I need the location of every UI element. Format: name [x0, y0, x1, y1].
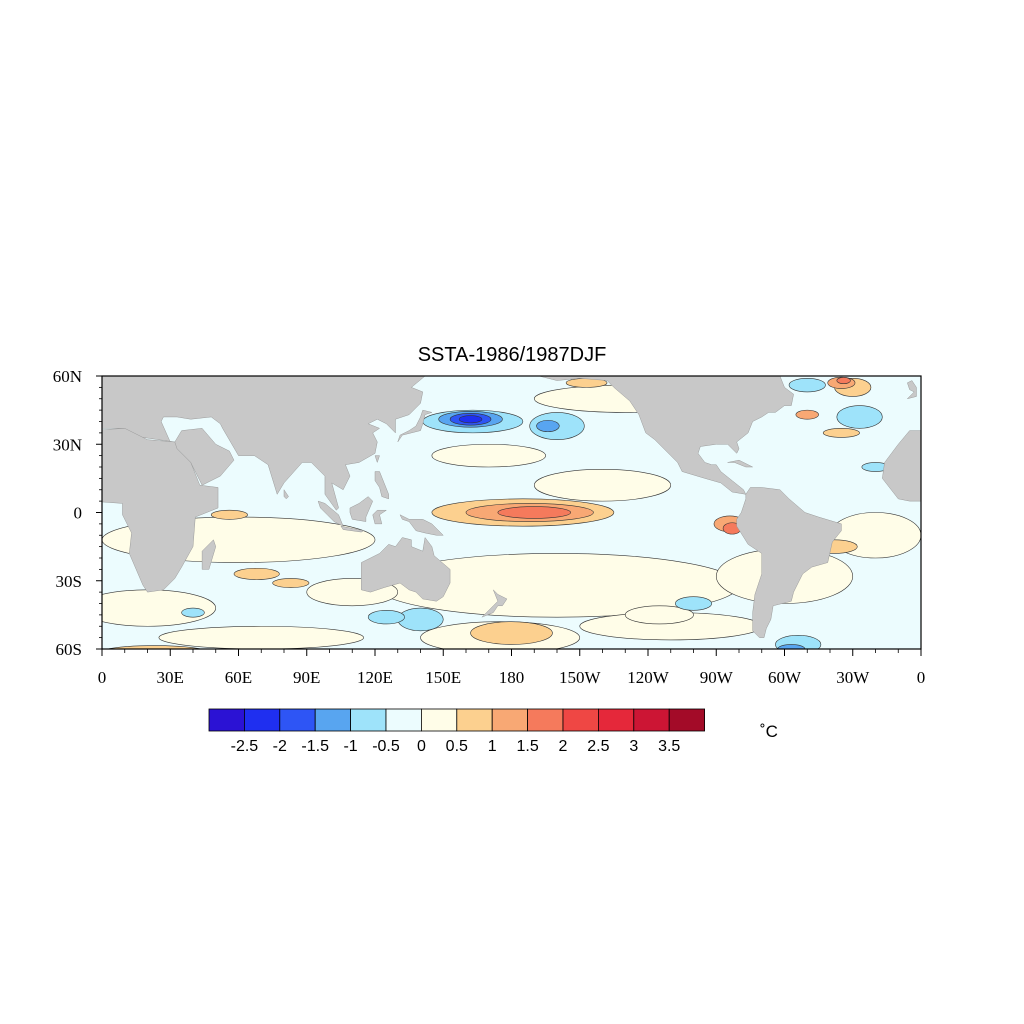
x-tick-label: 150W: [559, 668, 602, 687]
anomaly-contour: [470, 621, 553, 645]
uk-landmass: [906, 380, 917, 400]
y-tick-label: 60S: [56, 640, 82, 659]
x-tick-label: 180: [499, 668, 525, 687]
latitude-axis: 60N 30N 0 30S 60S: [53, 367, 102, 659]
colorbar-label: -0.5: [372, 738, 400, 755]
x-tick-label: 0: [917, 668, 926, 687]
japan-landmass: [397, 409, 433, 443]
anomaly-contour: [775, 635, 822, 649]
south-america-landmass: [736, 487, 842, 638]
anomaly-contour: [822, 428, 860, 438]
colorbar-label: -1: [343, 738, 357, 755]
colorbar-swatch: [668, 708, 706, 732]
colorbar-label: 1: [488, 738, 497, 755]
anomaly-contour: [836, 405, 883, 429]
colorbar-label: 2.5: [587, 738, 609, 755]
colorbar-swatch: [314, 708, 352, 732]
longitude-axis: 0 30E 60E 90E 120E 150E 180 150W 120W 90W 60W 30W 0: [98, 649, 926, 687]
anomaly-contour: [788, 377, 826, 393]
colorbar-label: -1.5: [301, 738, 329, 755]
anomaly-contour: [836, 377, 851, 385]
north-america-landmass: [538, 376, 794, 495]
borneo-landmass: [349, 496, 374, 522]
africa-landmass: [102, 428, 219, 593]
colorbar-swatch: [562, 708, 599, 732]
africa-wrap-landmass: [882, 430, 921, 502]
colorbar-label: -2: [273, 738, 287, 755]
java-landmass: [340, 525, 365, 533]
chart-title: SSTA-1986/1987DJF: [418, 344, 607, 366]
x-tick-label: 120E: [357, 668, 393, 687]
colorbar-swatch: [385, 708, 422, 732]
anomaly-contour: [233, 567, 280, 580]
anomaly-contour: [533, 468, 672, 502]
australia-landmass: [361, 536, 451, 602]
new-guinea-landmass: [399, 514, 444, 536]
x-tick-label: 0: [98, 668, 107, 687]
taiwan-landmass: [374, 455, 380, 464]
anomaly-contour: [497, 506, 571, 519]
colorbar-label: 0.5: [446, 738, 468, 755]
colorbar-swatch: [456, 708, 493, 732]
anomaly-contour: [272, 578, 310, 588]
x-tick-label: 150E: [425, 668, 461, 687]
sulawesi-landmass: [372, 509, 388, 525]
anomaly-contour: [458, 415, 483, 424]
colorbar-swatch: [350, 708, 387, 732]
anomaly-contour: [674, 596, 712, 611]
colorbar: -2.5 -2 -1.5 -1 -0.5 0 0.5 1 1.5 2 2.5 3 3.5: [208, 708, 706, 755]
map-plot-area: [102, 376, 921, 649]
x-tick-label: 30E: [157, 668, 184, 687]
colorbar-label: 0: [417, 738, 426, 755]
colorbar-swatch: [633, 708, 670, 732]
eurasia-landmass: [102, 376, 426, 511]
anomaly-contour: [397, 607, 444, 632]
anomaly-contour: [795, 409, 819, 420]
colorbar-swatch: [243, 708, 281, 732]
iceland-landmass: [866, 376, 890, 377]
y-tick-label: 30N: [53, 435, 82, 454]
colorbar-label: -2.5: [231, 738, 259, 755]
greenland-landmass: [795, 376, 870, 377]
y-tick-label: 60N: [53, 367, 82, 386]
anomaly-contour: [181, 607, 205, 618]
colorbar-swatch: [491, 708, 529, 732]
colorbar-swatch: [279, 708, 316, 732]
colorbar-unit: ˚C: [760, 722, 778, 741]
land-masses: [102, 376, 921, 638]
colorbar-swatch: [527, 708, 564, 732]
sri-lanka-landmass: [283, 488, 289, 500]
anomaly-contour: [210, 509, 248, 520]
cuba-landmass: [727, 459, 753, 468]
colorbar-swatch: [208, 708, 245, 732]
philippines-landmass: [374, 471, 389, 500]
madagascar-landmass: [201, 539, 217, 570]
colorbar-label: 2: [559, 738, 568, 755]
colorbar-label: 3: [629, 738, 638, 755]
x-tick-label: 30W: [836, 668, 870, 687]
anomaly-contour: [536, 420, 560, 433]
y-tick-label: 0: [74, 504, 83, 523]
anomaly-contour: [158, 625, 364, 649]
anomaly-contour: [106, 645, 203, 649]
colorbar-swatch: [598, 708, 635, 732]
x-tick-label: 60W: [768, 668, 802, 687]
x-tick-label: 90E: [293, 668, 320, 687]
x-tick-label: 120W: [627, 668, 670, 687]
y-tick-label: 30S: [56, 572, 82, 591]
anomaly-contour: [431, 443, 546, 468]
sumatra-landmass: [317, 500, 344, 527]
colorbar-label: 1.5: [516, 738, 538, 755]
anomaly-contour: [624, 605, 694, 625]
colorbar-swatch: [420, 708, 458, 732]
anomaly-contour: [367, 610, 405, 625]
new-zealand-landmass: [481, 589, 508, 618]
colorbar-label: 3.5: [658, 738, 680, 755]
x-tick-label: 90W: [700, 668, 734, 687]
anomaly-contour: [777, 644, 806, 649]
x-tick-label: 60E: [225, 668, 252, 687]
